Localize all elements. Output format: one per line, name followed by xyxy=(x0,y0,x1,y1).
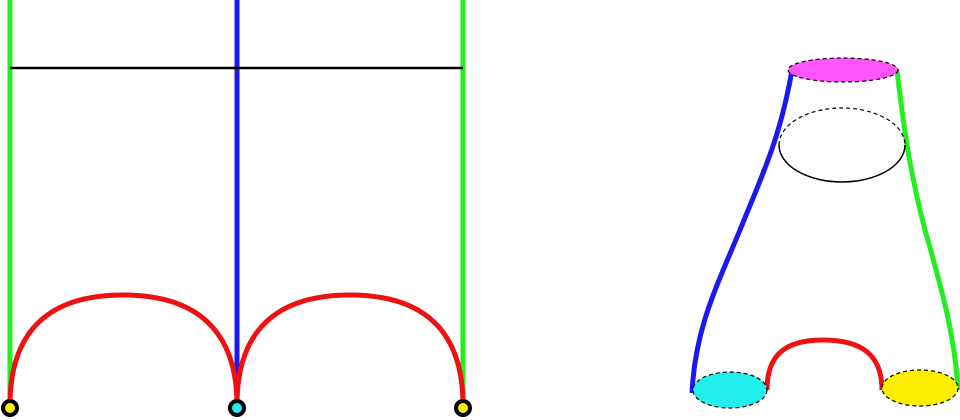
yellow-point xyxy=(454,399,472,417)
magenta-boundary xyxy=(787,57,899,83)
cyan-boundary xyxy=(692,371,768,409)
red-arc xyxy=(234,292,466,406)
red-arc xyxy=(7,292,240,406)
green-curve xyxy=(894,69,960,391)
solid-half xyxy=(778,144,906,183)
red-arc xyxy=(764,337,885,391)
blue-curve xyxy=(689,69,795,394)
strip-diagram xyxy=(1,0,472,417)
dashed-half xyxy=(778,107,906,146)
cyan-point xyxy=(228,399,246,417)
pants-surface xyxy=(689,57,960,409)
yellow-point xyxy=(1,399,19,417)
yellow-boundary xyxy=(881,369,959,407)
